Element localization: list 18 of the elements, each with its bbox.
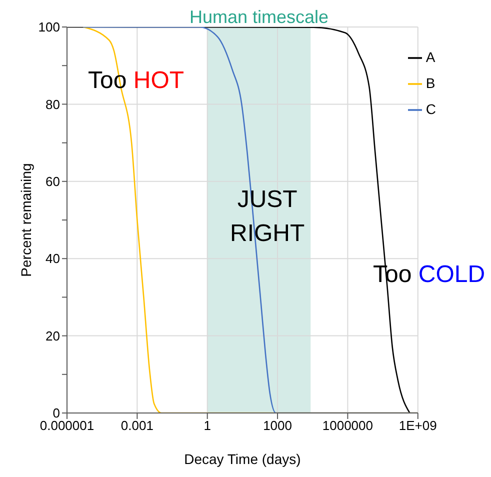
- band-label: Human timescale: [189, 7, 329, 27]
- y-tick-label: 20: [46, 328, 60, 344]
- legend-label: A: [426, 49, 436, 65]
- y-axis-title: Percent remaining: [18, 163, 34, 277]
- x-tick-label: 0.001: [120, 418, 154, 434]
- x-tick-label: 1000000: [322, 418, 374, 434]
- legend-label: B: [426, 75, 436, 91]
- y-tick-label: 40: [46, 251, 60, 266]
- x-tick-label: 1: [204, 418, 211, 434]
- y-tick-label: 80: [46, 96, 60, 112]
- x-tick-label: 1E+09: [398, 418, 437, 434]
- legend-label: C: [426, 101, 436, 117]
- x-tick-label: 0.000001: [40, 418, 94, 434]
- y-tick-label: 100: [38, 20, 60, 35]
- x-axis-title: Decay Time (days): [184, 451, 301, 467]
- x-tick-label: 1000: [263, 418, 292, 434]
- y-tick-label: 60: [46, 174, 60, 190]
- y-tick-label: 0: [52, 406, 60, 421]
